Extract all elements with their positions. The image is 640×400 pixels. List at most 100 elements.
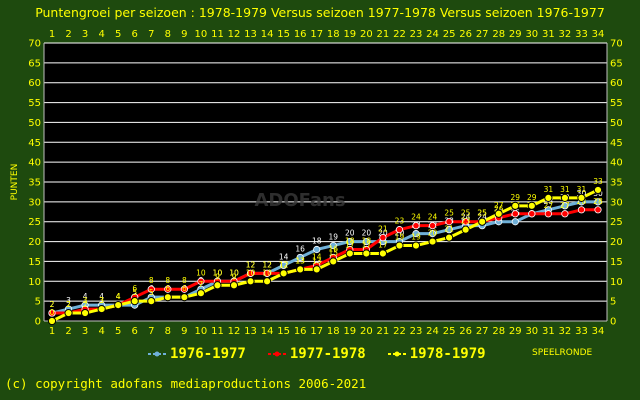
y-tick-right-65: 65	[610, 58, 623, 69]
x-tick-bottom-32: 32	[559, 326, 572, 337]
data-point-1978-1979-25	[444, 233, 454, 242]
data-point-1978-1979-9	[180, 293, 189, 302]
y-tick-right-10: 10	[610, 277, 623, 288]
data-label-1976-1977-15: 14	[279, 252, 289, 261]
x-tick-bottom-5: 5	[115, 326, 121, 337]
data-point-1977-1978-30	[528, 210, 536, 218]
data-label-1977-1978-11: 10	[213, 268, 223, 277]
legend-swatch-1976-1977	[148, 351, 166, 357]
x-axis-label: SPEELRONDE	[532, 348, 593, 358]
data-point-1977-1978-9	[180, 285, 188, 293]
copyright-text: (c) copyright adofans mediaproductions 2…	[5, 376, 367, 391]
data-point-1977-1978-29	[511, 210, 519, 218]
series-line-1978-1979	[51, 188, 599, 323]
data-label-1977-1978-34: 28	[593, 197, 603, 206]
x-tick-top-5: 5	[115, 29, 121, 40]
legend-swatch-1978-1979	[387, 351, 406, 357]
x-tick-top-34: 34	[592, 29, 605, 40]
x-tick-top-19: 19	[343, 29, 356, 40]
data-point-1977-1978-21	[379, 234, 387, 242]
data-label-1978-1979-27: 25	[477, 209, 487, 218]
data-label-1976-1977-4: 4	[99, 292, 104, 301]
y-tick-left-30: 30	[28, 197, 41, 208]
data-label-1976-1977-19: 20	[345, 229, 355, 238]
data-point-1976-1977-19	[346, 237, 354, 246]
data-point-1976-1977-32	[561, 202, 569, 210]
y-tick-right-45: 45	[610, 138, 623, 149]
data-label-1978-1979-30: 29	[527, 193, 537, 202]
data-point-1978-1979-16	[296, 265, 305, 274]
data-point-1976-1977-29	[511, 218, 519, 226]
x-tick-bottom-10: 10	[195, 326, 208, 337]
data-label-1977-1978-22: 23	[395, 217, 405, 226]
data-point-1978-1979-20	[362, 249, 371, 258]
data-point-1977-1978-33	[577, 206, 586, 214]
data-label-1978-1979-26: 23	[461, 217, 471, 226]
x-tick-top-10: 10	[195, 29, 208, 40]
data-label-1978-1979-29: 29	[510, 193, 520, 202]
y-tick-right-20: 20	[610, 237, 623, 248]
legend: 1976-1977 1977-1978 1978-1979	[148, 344, 508, 364]
data-label-1978-1979-10: 7	[199, 280, 204, 289]
data-point-1978-1979-6	[130, 297, 139, 306]
series-line-1977-1978	[52, 208, 598, 315]
data-point-1978-1979-34	[593, 185, 603, 195]
data-label-1978-1979-22: 19	[395, 233, 405, 242]
data-label-1976-1977-5: 4	[116, 292, 121, 301]
data-point-1978-1979-22	[395, 241, 404, 250]
x-tick-top-14: 14	[261, 29, 274, 40]
data-point-1977-1978-32	[561, 210, 569, 218]
data-point-1978-1979-8	[163, 293, 172, 302]
data-label-1978-1979-33: 31	[577, 185, 587, 194]
data-label-1978-1979-8: 6	[165, 284, 170, 293]
x-tick-bottom-1: 1	[49, 326, 55, 337]
legend-item-1978-1979: 1978-1979	[387, 346, 486, 362]
data-point-1978-1979-2	[64, 308, 73, 318]
x-tick-top-26: 26	[459, 29, 472, 40]
x-tick-bottom-25: 25	[443, 326, 456, 337]
data-point-1978-1979-14	[262, 277, 272, 286]
data-label-1978-1979-20: 17	[362, 240, 372, 249]
data-label-1977-1978-28: 26	[494, 205, 504, 214]
data-label-1976-1977-20: 20	[362, 229, 372, 238]
data-point-1978-1979-28	[494, 209, 503, 218]
x-tick-top-15: 15	[277, 29, 290, 40]
x-tick-top-12: 12	[228, 29, 241, 40]
y-tick-right-5: 5	[610, 297, 616, 308]
x-tick-top-28: 28	[492, 29, 505, 40]
data-label-1978-1979-28: 27	[494, 201, 504, 210]
data-label-1976-1977-26: 24	[461, 213, 471, 222]
y-tick-right-35: 35	[610, 178, 623, 189]
x-tick-top-11: 11	[211, 29, 224, 40]
data-label-1976-1977-1: 2	[50, 300, 55, 309]
data-point-1978-1979-5	[114, 301, 123, 310]
data-point-1978-1979-18	[329, 257, 338, 266]
data-label-1976-1977-18: 19	[328, 233, 338, 242]
data-label-1976-1977-17: 18	[312, 237, 322, 246]
x-tick-top-25: 25	[443, 29, 456, 40]
data-label-1977-1978-14: 12	[262, 260, 272, 269]
data-label-1977-1978-7: 8	[149, 276, 154, 285]
x-tick-bottom-19: 19	[343, 326, 356, 337]
data-point-1978-1979-1	[47, 316, 57, 326]
data-label-1978-1979-31: 31	[544, 185, 554, 194]
y-tick-left-0: 0	[35, 317, 41, 328]
y-tick-left-10: 10	[28, 277, 41, 288]
data-label-1977-1978-10: 10	[196, 268, 206, 277]
y-tick-left-70: 70	[28, 39, 41, 50]
x-tick-bottom-17: 17	[310, 326, 323, 337]
data-label-1977-1978-2: 2	[66, 300, 71, 309]
data-label-1978-1979-7: 5	[149, 288, 154, 297]
y-tick-right-40: 40	[610, 158, 623, 169]
x-tick-top-2: 2	[65, 29, 71, 40]
data-label-1978-1979-5: 4	[116, 292, 121, 301]
data-point-1977-1978-14	[263, 269, 271, 277]
data-label-1978-1979-2: 2	[66, 300, 71, 309]
y-tick-right-55: 55	[610, 98, 623, 109]
x-tick-bottom-8: 8	[165, 326, 171, 337]
data-label-1978-1979-3: 2	[83, 300, 88, 309]
data-point-1977-1978-31	[544, 210, 552, 218]
data-point-1976-1977-23	[412, 230, 420, 238]
x-tick-bottom-9: 9	[181, 326, 187, 337]
x-tick-top-1: 1	[49, 29, 55, 40]
